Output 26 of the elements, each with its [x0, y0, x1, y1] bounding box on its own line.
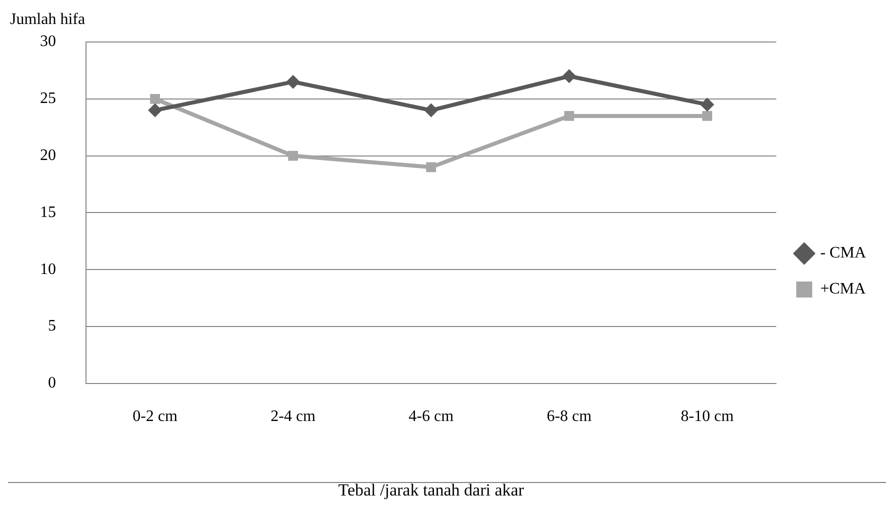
y-tick-label: 20 — [40, 147, 56, 164]
point — [286, 74, 300, 89]
x-tick-label: 4-6 cm — [408, 408, 454, 426]
point — [562, 69, 576, 84]
legend-label: - CMA — [820, 244, 866, 262]
y-tick-label: 5 — [48, 318, 56, 335]
point — [700, 98, 714, 112]
y-tick-label: 25 — [40, 90, 56, 108]
y-tick-label: 15 — [40, 204, 56, 221]
x-axis-title: Tebal /jarak tanah dari akar — [338, 480, 524, 500]
point — [424, 103, 438, 118]
y-axis-title: Jumlah hifa — [10, 11, 86, 28]
legend-label: +CMA — [820, 280, 866, 298]
point — [702, 111, 712, 121]
y-tick-label: 30 — [40, 33, 56, 50]
y-tick-label: 0 — [48, 374, 56, 392]
point — [148, 103, 162, 118]
x-tick-label: 2-4 cm — [270, 408, 316, 426]
x-tick-label: 8-10 cm — [680, 408, 734, 426]
x-tick-label: 6-8 cm — [546, 408, 592, 426]
point — [288, 150, 298, 161]
y-tick-label: 10 — [40, 260, 56, 278]
point — [564, 111, 574, 121]
point — [426, 162, 436, 172]
x-tick-label: 0-2 cm — [132, 408, 178, 426]
point — [150, 94, 160, 104]
